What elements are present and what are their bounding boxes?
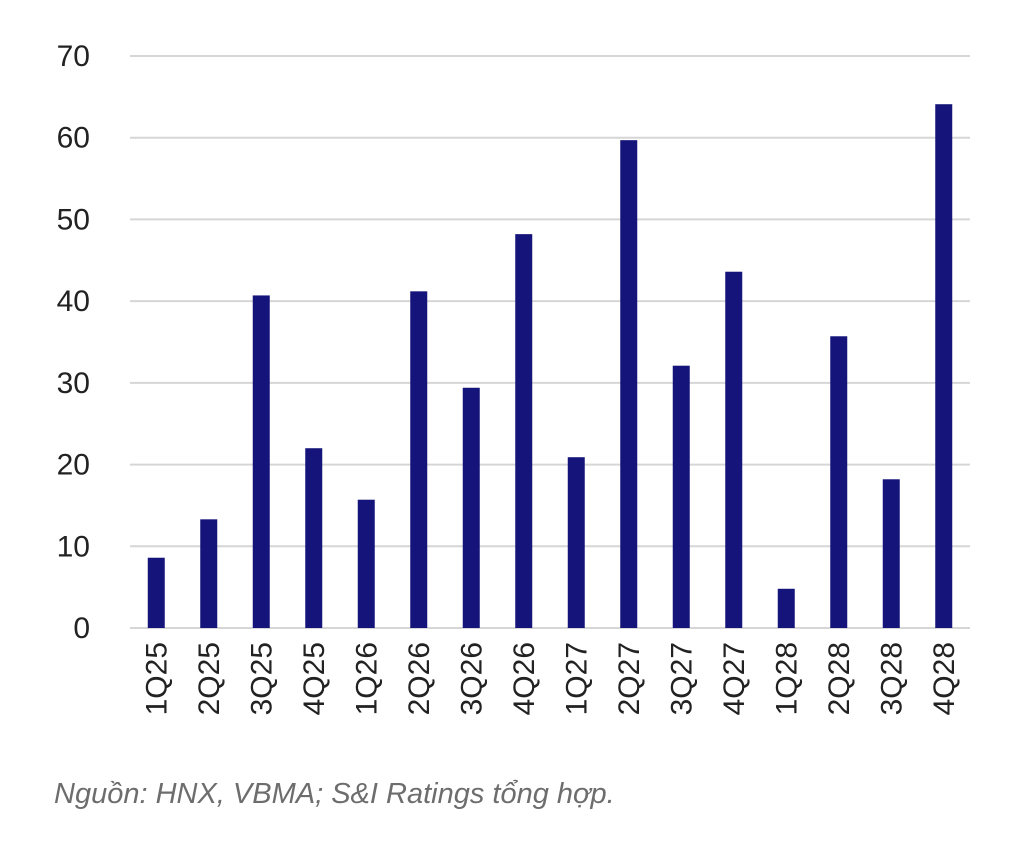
x-tick-label: 2Q27 (613, 642, 646, 715)
y-tick-label: 40 (57, 285, 90, 318)
gridlines (130, 55, 970, 629)
x-tick-label: 1Q26 (350, 642, 383, 715)
y-tick-label: 0 (73, 612, 90, 645)
x-tick-label: 1Q27 (560, 642, 593, 715)
bar-2Q27 (620, 140, 638, 628)
y-tick-label: 20 (57, 449, 90, 482)
x-tick-label: 4Q26 (508, 642, 541, 715)
bar-1Q28 (777, 588, 795, 628)
x-tick-label: 1Q25 (140, 642, 173, 715)
x-tick-label: 3Q25 (245, 642, 278, 715)
bar-4Q25 (305, 448, 323, 628)
bar-3Q26 (462, 387, 480, 628)
x-tick-label: 2Q25 (193, 642, 226, 715)
x-tick-label: 1Q28 (770, 642, 803, 715)
y-tick-label: 50 (57, 203, 90, 236)
x-tick-label: 2Q26 (403, 642, 436, 715)
bar-chart: 0 10 20 30 40 50 60 70 1Q25 2Q25 3Q25 4Q25 1Q26 2Q26… (57, 40, 970, 715)
bar-2Q25 (200, 519, 218, 628)
bar-4Q28 (935, 104, 953, 628)
y-tick-label: 10 (57, 530, 90, 563)
bar-2Q28 (830, 336, 848, 628)
bar-4Q27 (725, 271, 743, 628)
bar-1Q26 (357, 499, 375, 628)
y-tick-label: 60 (57, 122, 90, 155)
y-tick-label: 70 (57, 40, 90, 73)
x-axis-ticks: 1Q25 2Q25 3Q25 4Q25 1Q26 2Q26 3Q26 4Q26 1Q27 2Q27… (140, 642, 961, 715)
x-tick-label: 3Q26 (455, 642, 488, 715)
bar-3Q27 (672, 365, 690, 628)
y-tick-label: 30 (57, 367, 90, 400)
x-tick-label: 2Q28 (823, 642, 856, 715)
y-axis-ticks: 0 10 20 30 40 50 60 70 (57, 40, 90, 645)
x-tick-label: 4Q27 (718, 642, 751, 715)
bars (147, 104, 953, 628)
x-tick-label: 4Q28 (928, 642, 961, 715)
source-note: Nguồn: HNX, VBMA; S&I Ratings tổng hợp. (54, 778, 615, 810)
x-tick-label: 4Q25 (298, 642, 331, 715)
bar-1Q25 (147, 557, 165, 628)
bar-2Q26 (410, 291, 428, 628)
bar-3Q25 (252, 295, 270, 628)
bar-3Q28 (882, 479, 900, 628)
bar-4Q26 (515, 234, 533, 628)
x-tick-label: 3Q27 (665, 642, 698, 715)
x-tick-label: 3Q28 (875, 642, 908, 715)
bar-1Q27 (567, 457, 585, 628)
